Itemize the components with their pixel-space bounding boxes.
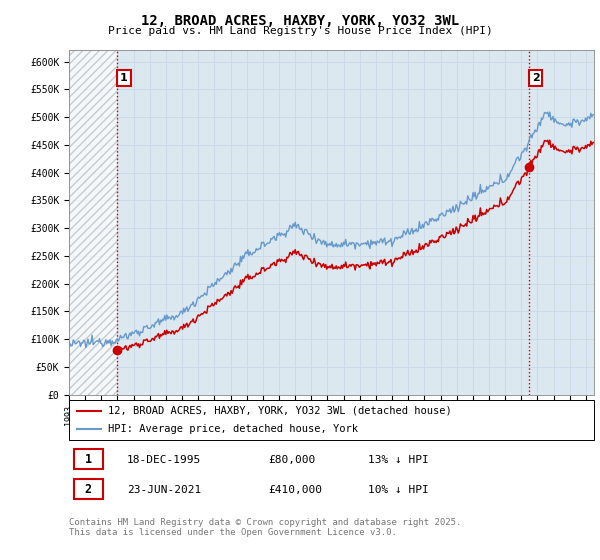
FancyBboxPatch shape — [69, 400, 594, 440]
Text: 10% ↓ HPI: 10% ↓ HPI — [368, 484, 429, 494]
Text: 1: 1 — [120, 73, 128, 83]
Text: Contains HM Land Registry data © Crown copyright and database right 2025.
This d: Contains HM Land Registry data © Crown c… — [69, 518, 461, 538]
Text: 13% ↓ HPI: 13% ↓ HPI — [368, 455, 429, 465]
Text: 12, BROAD ACRES, HAXBY, YORK, YO32 3WL (detached house): 12, BROAD ACRES, HAXBY, YORK, YO32 3WL (… — [109, 406, 452, 416]
Text: 2: 2 — [85, 483, 92, 496]
Text: 23-JUN-2021: 23-JUN-2021 — [127, 484, 201, 494]
FancyBboxPatch shape — [74, 449, 103, 469]
Text: 2: 2 — [532, 73, 539, 83]
Text: £80,000: £80,000 — [269, 455, 316, 465]
Text: £410,000: £410,000 — [269, 484, 323, 494]
Text: 12, BROAD ACRES, HAXBY, YORK, YO32 3WL: 12, BROAD ACRES, HAXBY, YORK, YO32 3WL — [141, 14, 459, 28]
Text: Price paid vs. HM Land Registry's House Price Index (HPI): Price paid vs. HM Land Registry's House … — [107, 26, 493, 36]
Text: 18-DEC-1995: 18-DEC-1995 — [127, 455, 201, 465]
Text: HPI: Average price, detached house, York: HPI: Average price, detached house, York — [109, 424, 358, 434]
FancyBboxPatch shape — [74, 479, 103, 499]
Text: 1: 1 — [85, 454, 92, 466]
